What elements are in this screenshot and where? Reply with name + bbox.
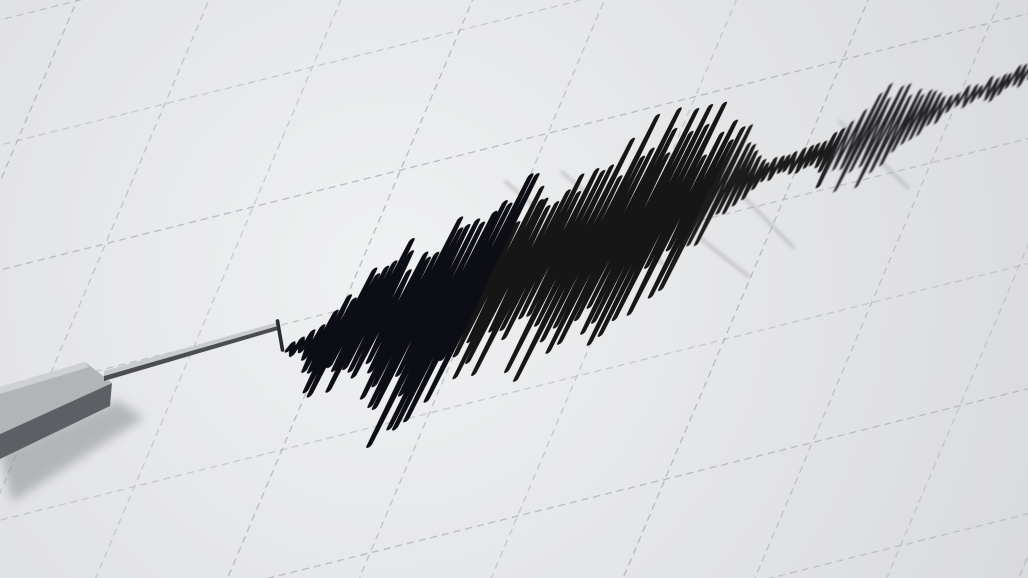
trace-segment [284, 172, 540, 448]
pen-shadow [0, 400, 144, 502]
pen-shadow-layer [0, 400, 144, 502]
grid-line-horizontal [0, 0, 1028, 407]
trace-segment [816, 57, 1028, 193]
pen-arm-highlight [0, 362, 89, 394]
grid-line-horizontal [0, 195, 1028, 578]
seismogram-trace [284, 57, 1028, 448]
trace-segment [452, 101, 746, 382]
pen-nib [275, 319, 285, 352]
pen-arm-side [0, 383, 112, 459]
smudge-streak [698, 236, 750, 278]
grid-line-vertical [658, 0, 1028, 578]
trace-segment [658, 124, 846, 291]
pen-rod-top [104, 322, 278, 376]
grid-line-horizontal [0, 55, 1028, 578]
grid-line-vertical [806, 0, 1028, 578]
stylus-pen [0, 319, 285, 459]
smudge-streak [729, 182, 795, 249]
pen-rod-bottom [104, 326, 278, 381]
